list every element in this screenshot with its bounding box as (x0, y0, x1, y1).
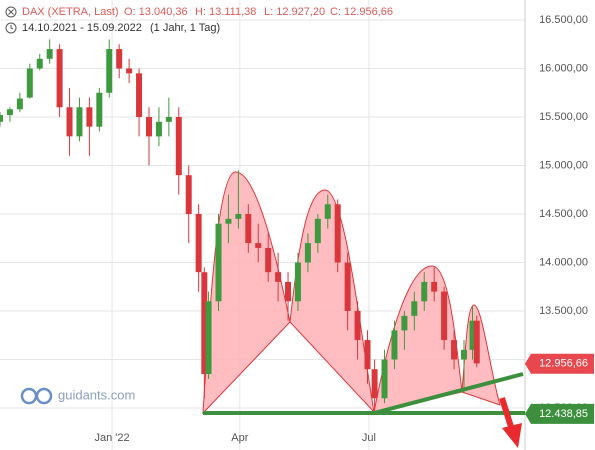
candle-body (441, 291, 448, 341)
y-tick-label: 16.000,00 (539, 62, 588, 74)
candle-body (294, 262, 301, 302)
trendlines (203, 372, 525, 415)
candle-body (225, 218, 232, 224)
candle-body (201, 272, 208, 375)
price-label: 12.956,66 (539, 358, 588, 370)
date-range: 14.10.2021 - 15.09.2022 (22, 22, 142, 34)
x-tick-label: Jan '22 (95, 432, 130, 444)
x-tick-label: Apr (231, 432, 248, 444)
y-tick-label: 15.500,00 (539, 111, 588, 123)
candle-body (86, 107, 93, 127)
close-icon (8, 9, 14, 15)
candle-body (185, 175, 192, 214)
candle-body (215, 223, 222, 302)
candle-body (66, 107, 73, 137)
candle-body (431, 281, 438, 292)
candle-body (451, 340, 458, 360)
candle-body (46, 49, 53, 59)
candle-body (473, 320, 480, 364)
support-line (373, 372, 524, 415)
candle-body (344, 262, 351, 311)
candle-body (304, 243, 311, 263)
price-label-box (525, 353, 594, 374)
candle-body (96, 92, 103, 127)
open: O: 13.040,36 (124, 6, 188, 18)
pattern (202, 171, 501, 415)
candle-body (364, 340, 371, 370)
header: DAX (XETRA, Last) O: 13.040,36 H: 13.111… (5, 6, 393, 34)
candle-body (354, 310, 361, 341)
candle-body (136, 73, 143, 117)
close: C: 12.956,66 (330, 6, 393, 18)
clock-icon (5, 22, 17, 34)
title: DAX (XETRA, Last) (22, 6, 119, 18)
candle-body (195, 213, 202, 273)
clock-icon (10, 25, 14, 30)
logo: guidants.com (20, 387, 135, 405)
candle-body (334, 204, 341, 263)
candle-body (314, 218, 321, 244)
candle-body (245, 213, 252, 244)
candle-body (56, 49, 63, 108)
candle-body (411, 301, 418, 316)
close-icon (5, 6, 17, 18)
candle-body (165, 116, 172, 122)
candle-body (255, 243, 262, 248)
candle-body (155, 121, 162, 137)
candle-body (235, 213, 242, 219)
candle-body (460, 349, 467, 360)
watermark: guidants.com (58, 387, 135, 402)
candle-body (371, 369, 378, 399)
price-label: 12.438,85 (539, 408, 588, 420)
high: H: 13.111,38 (195, 6, 256, 18)
candle-body (175, 116, 182, 176)
axis: 12.500,0013.000,0013.500,0014.000,0014.5… (95, 14, 594, 444)
price-label-box (525, 403, 594, 424)
candle-body (36, 58, 43, 69)
candle-body (106, 49, 113, 93)
candle-body (469, 320, 476, 350)
y-tick-label: 14.500,00 (539, 208, 588, 220)
candle-body (116, 49, 123, 69)
candle-body (324, 204, 331, 219)
low: L: 12.927,20 (264, 6, 325, 18)
arrow-head (502, 423, 522, 448)
down-arrow (499, 397, 522, 448)
candle-body (381, 359, 388, 399)
y-tick-label: 13.500,00 (539, 305, 588, 317)
candle-body (285, 281, 292, 302)
candle-body (205, 301, 212, 375)
candle-body (265, 247, 272, 273)
candle-body (16, 98, 23, 110)
candle-body (126, 68, 133, 74)
candle-body (145, 116, 152, 137)
candle-body (275, 272, 282, 282)
logo-icon (20, 387, 38, 405)
candle-body (26, 68, 33, 98)
x-tick-label: Jul (362, 432, 376, 444)
pattern-hump (289, 189, 375, 414)
candle-body (421, 281, 428, 302)
y-tick-label: 15.000,00 (539, 159, 588, 171)
logo-icon (35, 387, 53, 405)
candle-body (391, 330, 398, 360)
y-tick-label: 16.500,00 (539, 14, 588, 26)
candle-body (0, 115, 3, 122)
y-tick-label: 14.000,00 (539, 256, 588, 268)
arrow-shaft (499, 397, 515, 431)
candles (0, 39, 480, 413)
candle-body (401, 315, 408, 331)
period: (1 Jahr, 1 Tag) (150, 22, 220, 34)
candle-body (76, 107, 83, 137)
candle-body (6, 109, 13, 116)
